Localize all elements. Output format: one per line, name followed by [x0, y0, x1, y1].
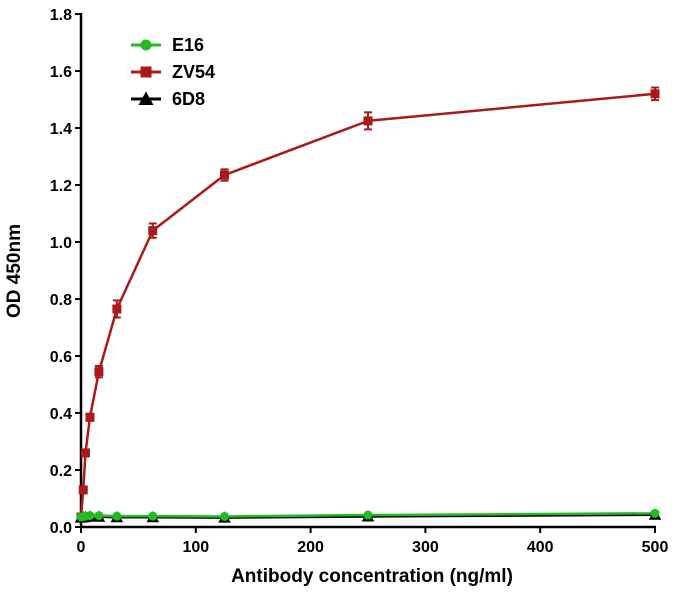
x-tick-label: 500	[642, 539, 669, 556]
plot-area	[75, 88, 662, 523]
data-point-zv54	[220, 171, 229, 180]
y-tick-label: 1.8	[50, 7, 72, 24]
x-tick-label: 100	[182, 539, 209, 556]
legend-label: ZV54	[172, 62, 215, 82]
legend: E16 ZV54 6D8	[131, 35, 215, 109]
x-axis-title: Antibody concentration (ng/ml)	[231, 566, 513, 587]
y-tick-label: 1.4	[50, 121, 72, 138]
data-point-e16	[148, 512, 157, 521]
data-point-zv54	[81, 448, 90, 457]
data-point-e16	[651, 509, 660, 518]
legend-label: E16	[172, 35, 204, 55]
legend-item-zv54: ZV54	[131, 62, 215, 82]
series-line-zv54	[81, 94, 655, 517]
y-tick-label: 1.0	[50, 235, 72, 252]
data-point-e16	[220, 512, 229, 521]
x-tick-label: 300	[412, 539, 439, 556]
y-tick-label: 0.4	[50, 406, 72, 423]
y-axis-title: OD 450nm	[4, 224, 25, 318]
y-tick-label: 1.6	[50, 64, 72, 81]
data-point-zv54	[148, 226, 157, 235]
x-tick-label: 200	[297, 539, 324, 556]
data-point-zv54	[94, 367, 103, 376]
x-tick-label: 400	[527, 539, 554, 556]
y-tick-label: 0.6	[50, 349, 72, 366]
data-point-zv54	[364, 116, 373, 125]
data-point-e16	[94, 511, 103, 520]
y-tick-label: 0.2	[50, 463, 72, 480]
data-point-e16	[85, 511, 94, 520]
y-tick-label: 1.2	[50, 178, 72, 195]
data-point-zv54	[85, 413, 94, 422]
axes: 0.0 0.2 0.4 0.6 0.8 1.0 1.2 1.4 1.6 1.8 0 100 200 300…	[50, 7, 669, 556]
data-point-zv54	[79, 485, 88, 494]
legend-label: 6D8	[172, 89, 205, 109]
legend-item-6d8: 6D8	[131, 89, 205, 109]
data-point-e16	[364, 511, 373, 520]
data-point-zv54	[112, 304, 121, 313]
legend-swatch-marker	[141, 67, 152, 78]
x-tick-label: 0	[77, 539, 86, 556]
data-point-zv54	[651, 89, 660, 98]
legend-item-e16: E16	[131, 35, 204, 55]
data-point-e16	[112, 512, 121, 521]
y-tick-label: 0.8	[50, 292, 72, 309]
legend-swatch-marker	[141, 40, 152, 51]
y-tick-label: 0.0	[50, 520, 72, 537]
series-zv54	[77, 88, 660, 522]
